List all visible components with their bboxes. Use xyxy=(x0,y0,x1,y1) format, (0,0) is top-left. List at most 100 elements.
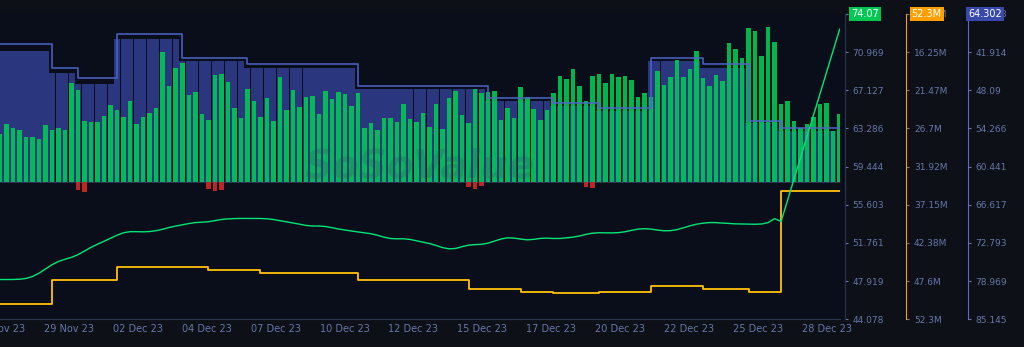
Bar xyxy=(213,75,217,182)
Bar xyxy=(56,128,60,182)
Bar xyxy=(23,51,29,182)
Bar xyxy=(473,182,477,189)
Bar xyxy=(648,96,653,182)
Bar xyxy=(127,39,133,182)
Bar xyxy=(381,90,387,182)
Bar xyxy=(439,90,445,182)
Bar xyxy=(680,61,686,182)
Bar xyxy=(693,61,699,182)
Bar xyxy=(459,90,465,182)
Bar xyxy=(43,125,48,182)
Bar xyxy=(641,111,647,182)
Bar xyxy=(818,104,822,182)
Bar xyxy=(154,39,160,182)
Bar xyxy=(238,61,244,182)
Bar xyxy=(324,91,328,182)
Bar xyxy=(584,101,588,182)
Bar xyxy=(199,61,205,182)
Bar xyxy=(82,121,87,182)
Bar xyxy=(766,27,770,182)
Bar xyxy=(16,51,23,182)
Bar xyxy=(603,83,607,182)
Bar xyxy=(792,121,797,182)
Bar xyxy=(830,132,837,182)
Text: 64.302: 64.302 xyxy=(969,9,1001,19)
Bar xyxy=(10,51,16,182)
Bar xyxy=(193,92,198,182)
Bar xyxy=(454,91,458,182)
Bar xyxy=(726,68,732,182)
Bar xyxy=(62,73,69,182)
Bar xyxy=(771,123,777,182)
Bar xyxy=(838,114,842,182)
Bar xyxy=(739,68,745,182)
Bar xyxy=(597,74,601,182)
Bar xyxy=(284,110,289,182)
Bar xyxy=(688,69,692,182)
Bar xyxy=(551,93,556,182)
Bar xyxy=(303,68,309,182)
Bar xyxy=(694,51,698,182)
Bar xyxy=(466,182,471,187)
Bar xyxy=(531,109,536,182)
Bar xyxy=(218,61,224,182)
Bar xyxy=(304,97,308,182)
Bar xyxy=(550,106,556,182)
Bar xyxy=(622,111,628,182)
Bar xyxy=(231,61,238,182)
Bar xyxy=(824,102,828,182)
Bar xyxy=(713,68,719,182)
Bar xyxy=(700,68,707,182)
Bar xyxy=(753,31,758,182)
Bar xyxy=(49,73,55,182)
Bar xyxy=(388,118,393,182)
Bar xyxy=(700,78,706,182)
Bar xyxy=(166,39,172,182)
Bar xyxy=(660,61,667,182)
Bar xyxy=(342,68,348,182)
Bar xyxy=(62,130,68,182)
Bar xyxy=(140,39,146,182)
Bar xyxy=(296,68,302,182)
Bar xyxy=(668,61,674,182)
Bar xyxy=(745,123,752,182)
Bar xyxy=(336,92,341,182)
Bar xyxy=(76,182,80,190)
Bar xyxy=(349,106,353,182)
Bar xyxy=(570,69,575,182)
Bar xyxy=(785,101,790,182)
Bar xyxy=(316,114,322,182)
Bar xyxy=(76,90,80,182)
Bar xyxy=(0,134,2,182)
Bar xyxy=(141,117,145,182)
Bar xyxy=(752,123,758,182)
Bar xyxy=(629,111,635,182)
Bar xyxy=(309,68,315,182)
Bar xyxy=(564,79,568,182)
Bar xyxy=(24,137,29,182)
Text: SoSoValue: SoSoValue xyxy=(305,147,535,186)
Bar xyxy=(361,90,368,182)
Bar xyxy=(830,131,836,182)
Bar xyxy=(544,101,550,182)
Bar xyxy=(278,77,283,182)
Bar xyxy=(609,74,614,182)
Bar xyxy=(778,132,784,182)
Bar xyxy=(635,111,641,182)
Bar xyxy=(662,85,667,182)
Bar xyxy=(493,91,497,182)
Bar xyxy=(817,132,823,182)
Bar xyxy=(512,118,516,182)
Bar xyxy=(82,182,87,192)
Bar xyxy=(290,68,296,182)
Bar xyxy=(4,124,9,182)
Bar xyxy=(134,125,139,182)
Bar xyxy=(739,58,744,182)
Bar xyxy=(623,76,627,182)
Bar xyxy=(708,86,712,182)
Bar xyxy=(336,68,342,182)
Bar xyxy=(284,68,290,182)
Bar xyxy=(224,61,230,182)
Bar xyxy=(200,115,204,182)
Bar xyxy=(355,93,360,182)
